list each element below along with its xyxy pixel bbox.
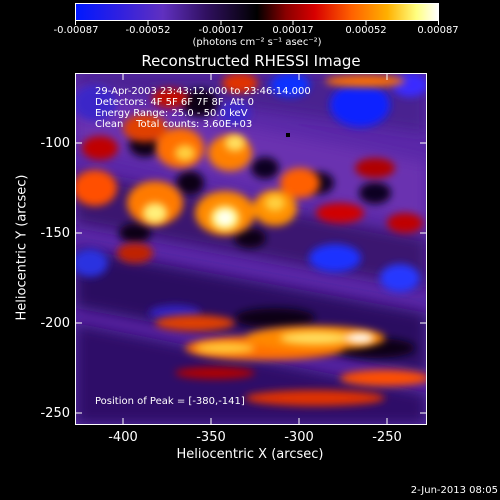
x-tick-label: -250 [372,430,402,445]
peak-marker [286,133,290,137]
y-tick-label: -150 [40,226,70,241]
rhessi-image: 29-Apr-2003 23:43:12.000 to 23:46:14.000… [75,73,427,425]
colorbar-tick-label: -0.00052 [125,25,171,36]
colorbar [75,3,439,21]
colorbar-tick-marks [75,21,439,25]
colorbar-tick-label: 0.00087 [417,25,459,36]
x-tick-label: -400 [108,430,138,445]
colorbar-tick-label: -0.00017 [198,25,244,36]
x-tick-label: -300 [284,430,314,445]
y-tick-label: -200 [40,316,70,331]
info-line-detectors: Detectors: 4F 5F 6F 7F 8F, Att 0 [95,97,255,108]
info-line-time: 29-Apr-2003 23:43:12.000 to 23:46:14.000 [95,86,311,97]
y-tick-label: -250 [40,406,70,421]
colorbar-units: (photons cm⁻² s⁻¹ asec⁻²) [192,37,322,48]
peak-position-label: Position of Peak = [-380,-141] [95,396,245,407]
info-line-energy: Energy Range: 25.0 - 50.0 keV [95,108,248,119]
info-line-clean: Clean Total counts: 3.60E+03 [95,119,253,130]
timestamp: 2-Jun-2013 08:05 [410,485,498,496]
y-tick-label: -100 [40,136,70,151]
x-tick-label: -350 [196,430,226,445]
x-axis-label: Heliocentric X (arcsec) [176,447,324,462]
y-axis-label: Heliocentric Y (arcsec) [14,174,30,321]
colorbar-tick-label: -0.00087 [53,25,99,36]
colorbar-tick-label: 0.00052 [345,25,387,36]
plot-title: Reconstructed RHESSI Image [141,52,361,70]
colorbar-tick-label: 0.00017 [272,25,314,36]
